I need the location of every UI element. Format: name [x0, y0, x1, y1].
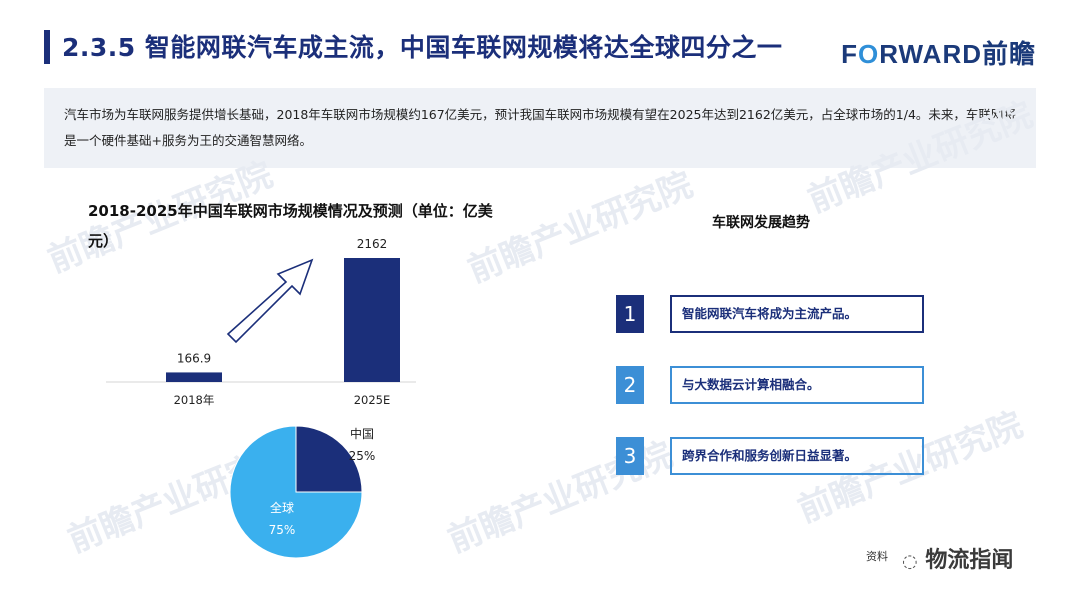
bar-chart-title: 2018-2025年中国车联网市场规模情况及预测（单位：亿美元）: [88, 202, 493, 250]
pie-slice-1: [295, 425, 363, 493]
trends-title: 车联网发展趋势: [712, 215, 810, 231]
pie-slice-label: 全球: [270, 500, 294, 515]
bar-2: [344, 258, 400, 382]
logo-text-o: O: [858, 39, 880, 69]
forward-logo: FORWARD前瞻: [841, 34, 1036, 71]
pie-slice-2: [229, 425, 363, 559]
pie-slice-label: 中国: [350, 426, 374, 441]
logo-text-f: F: [841, 39, 859, 69]
logo-text-rest: RWARD前瞻: [879, 39, 1036, 69]
category-label: 2018年: [174, 393, 215, 407]
bar-value-label: 166.9: [177, 351, 211, 365]
trend-text: 跨界合作和服务创新日益显著。: [670, 437, 924, 475]
bar-value-label: 2162: [357, 237, 388, 251]
wechat-watermark: ◌ 物流指闻: [902, 542, 1013, 574]
trend-number: 2: [616, 366, 644, 404]
bar-1: [166, 372, 222, 382]
title-accent-bar: [44, 30, 50, 64]
trend-number: 3: [616, 437, 644, 475]
pie-percent-label: 75%: [269, 523, 296, 537]
wechat-icon: ◌: [902, 551, 918, 572]
trend-text: 与大数据云计算相融合。: [670, 366, 924, 404]
source-label: 资料: [866, 550, 888, 563]
trend-text: 智能网联汽车将成为主流产品。: [670, 295, 924, 333]
summary-box: 汽车市场为车联网服务提供增长基础，2018年车联网市场规模约167亿美元，预计我…: [44, 88, 1036, 168]
growth-arrow-icon: [226, 258, 314, 344]
bar-chart: 166.9 2018年 2162 2025E: [106, 237, 416, 407]
page-title: 2.3.5 智能网联汽车成主流，中国车联网规模将达全球四分之一: [62, 33, 783, 62]
wechat-account-name: 物流指闻: [925, 548, 1014, 573]
pie-percent-label: 25%: [349, 449, 376, 463]
trend-number: 1: [616, 295, 644, 333]
category-label: 2025E: [354, 393, 391, 407]
pie-chart: 中国 25% 全球 75%: [229, 425, 376, 559]
